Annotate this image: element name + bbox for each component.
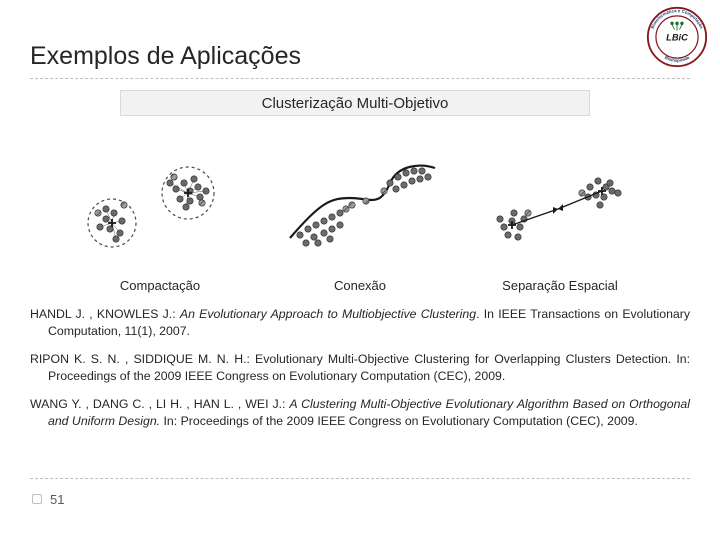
caption-conexao: Conexão xyxy=(270,278,450,293)
diagram-compactacao xyxy=(70,143,250,261)
lab-logo: Bioinformática e Computação Bioinspirada… xyxy=(646,6,708,68)
diagram-row xyxy=(60,132,660,272)
divider-top xyxy=(30,78,690,79)
slide-title: Exemplos de Aplicações xyxy=(30,42,301,71)
page-bullet-icon xyxy=(32,494,42,504)
caption-separacao: Separação Espacial xyxy=(470,278,650,293)
divider-bottom xyxy=(30,478,690,479)
page-number: 51 xyxy=(50,492,64,507)
diagram-separacao xyxy=(470,143,650,261)
reference-1: HANDL J. , KNOWLES J.: An Evolutionary A… xyxy=(30,306,690,339)
subtitle-text: Clusterização Multi-Objetivo xyxy=(262,95,449,112)
ref3-authors: WANG Y. , DANG C. , LI H. , HAN L. , WEI… xyxy=(30,397,289,411)
ref1-authors: HANDL J. , KNOWLES J.: xyxy=(30,307,180,321)
reference-2: RIPON K. S. N. , SIDDIQUE M. N. H.: Evol… xyxy=(30,351,690,384)
caption-compactacao: Compactação xyxy=(70,278,250,293)
subtitle-bar: Clusterização Multi-Objetivo xyxy=(120,90,590,116)
caption-row: Compactação Conexão Separação Espacial xyxy=(60,278,660,293)
svg-text:LBiC: LBiC xyxy=(666,33,688,43)
ref1-title: An Evolutionary Approach to Multiobjecti… xyxy=(180,307,476,321)
ref3-venue: In: Proceedings of the 2009 IEEE Congres… xyxy=(160,414,638,428)
ref2-full: RIPON K. S. N. , SIDDIQUE M. N. H.: Evol… xyxy=(30,352,690,383)
diagram-conexao xyxy=(270,143,450,261)
references-block: HANDL J. , KNOWLES J.: An Evolutionary A… xyxy=(30,306,690,442)
reference-3: WANG Y. , DANG C. , LI H. , HAN L. , WEI… xyxy=(30,396,690,429)
